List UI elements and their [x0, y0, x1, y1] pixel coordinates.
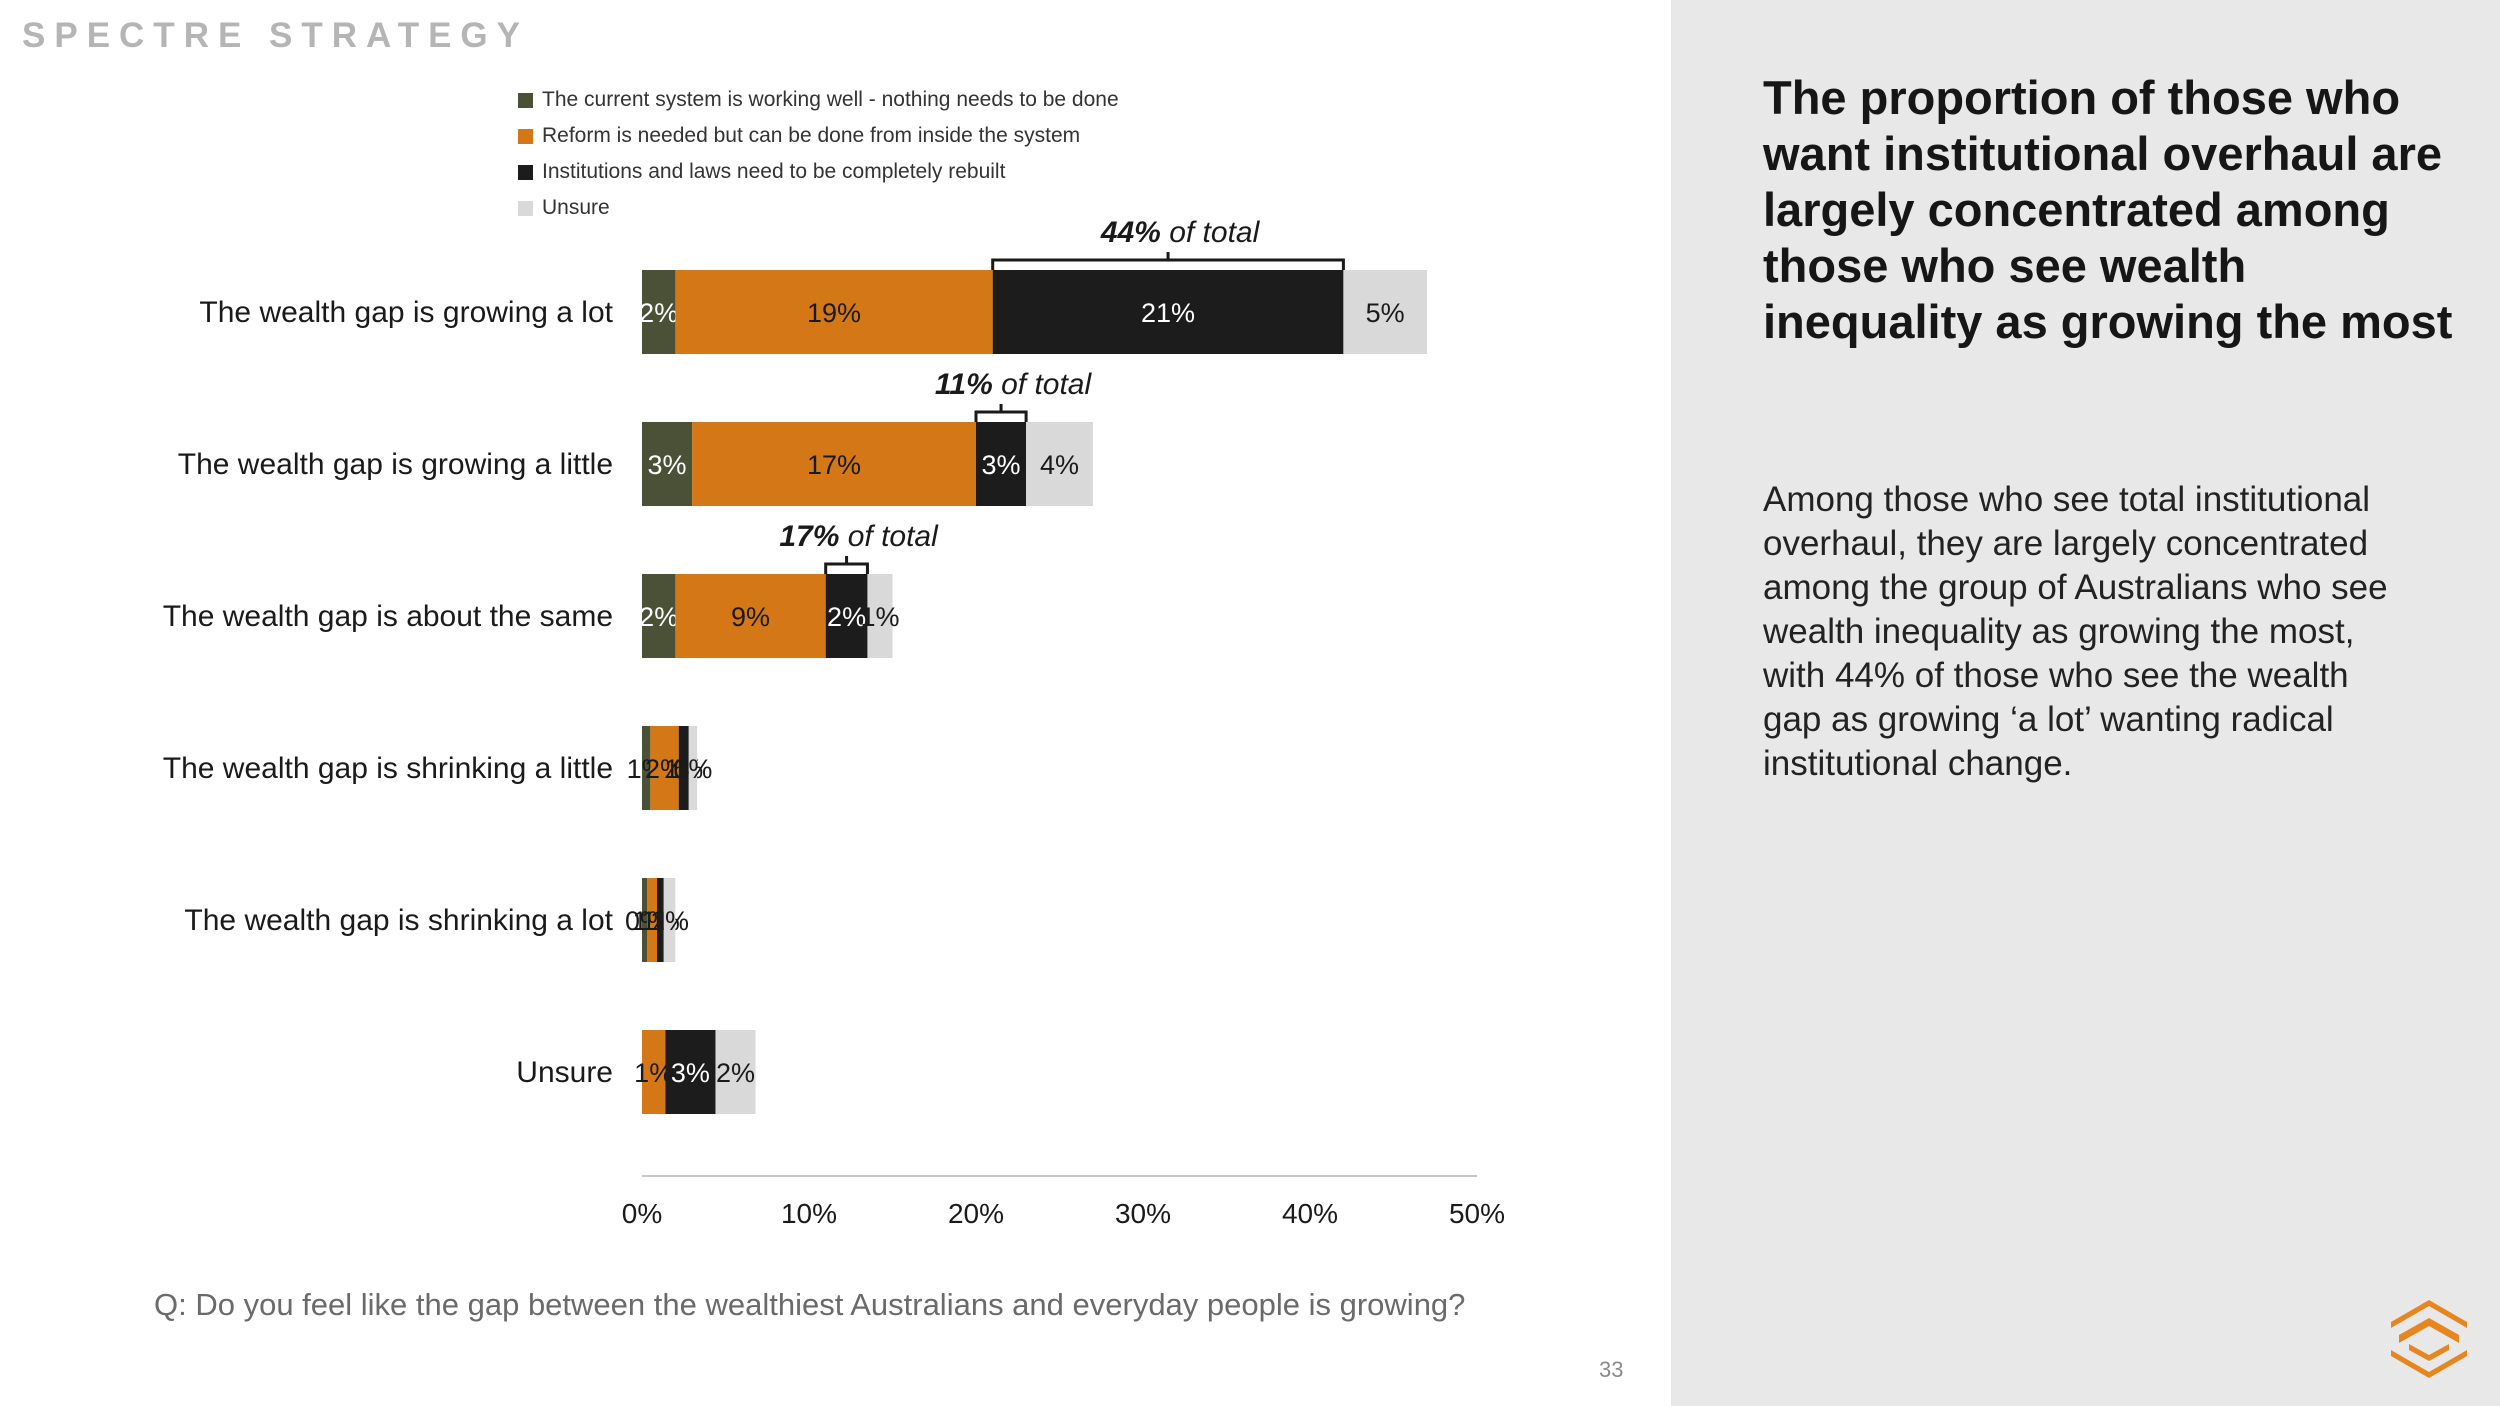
category-label: The wealth gap is growing a little: [178, 448, 613, 481]
insight-panel: The proportion of those who want institu…: [1671, 0, 2500, 1406]
bar-segment: [675, 574, 826, 658]
legend-label: Unsure: [542, 196, 610, 219]
data-label: 17%: [807, 450, 861, 480]
brand-wordmark: SPECTRE STRATEGY: [22, 16, 530, 55]
category-label: The wealth gap is growing a lot: [199, 296, 613, 329]
legend-swatch: [518, 200, 533, 216]
annotation-bracket: [824, 556, 869, 574]
data-label: 2%: [639, 602, 678, 632]
data-label: 21%: [1141, 298, 1195, 328]
bar-segment: [650, 726, 679, 810]
legend-item: Institutions and laws need to be complet…: [518, 154, 1119, 190]
bar-segment: [663, 878, 676, 962]
data-label: 2%: [645, 754, 684, 784]
data-label: 2%: [716, 1058, 755, 1088]
legend-item: The current system is working well - not…: [518, 82, 1119, 118]
annotation-label: 11% of total: [935, 368, 1093, 401]
bar-segment: [675, 270, 993, 354]
data-label: 2%: [827, 602, 866, 632]
bar-segment: [642, 270, 676, 354]
survey-question: Q: Do you feel like the gap between the …: [154, 1287, 1466, 1322]
bar-segment: [1343, 270, 1427, 354]
category-label: The wealth gap is shrinking a lot: [184, 904, 613, 937]
bar-segment: [992, 270, 1344, 354]
legend-label: The current system is working well - not…: [542, 88, 1119, 111]
spectre-logo-icon: [2391, 1300, 2467, 1378]
bar-segment: [1026, 422, 1093, 506]
bar-segment: [678, 726, 689, 810]
bar-segment: [688, 726, 698, 810]
legend-swatch: [518, 92, 533, 108]
data-label: 5%: [1366, 298, 1405, 328]
insight-headline: The proportion of those who want institu…: [1763, 71, 2453, 348]
data-label: 2%: [639, 298, 678, 328]
bar-segment: [867, 574, 893, 658]
data-label: 1%: [860, 602, 899, 632]
annotation-bracket: [991, 252, 1345, 270]
data-label: 3%: [982, 450, 1021, 480]
x-tick-label: 50%: [1449, 1198, 1505, 1229]
category-label: The wealth gap is about the same: [163, 600, 613, 633]
bar-segment: [642, 1030, 666, 1114]
page-number: 33: [1599, 1357, 1624, 1382]
bar-segment: [642, 726, 651, 810]
category-label: Unsure: [516, 1056, 613, 1089]
annotation-bracket: [974, 404, 1028, 422]
data-label: 1%: [650, 906, 689, 936]
data-label: 9%: [731, 602, 770, 632]
annotation-label: 44% of total: [1100, 216, 1261, 249]
annotation-label: 17% of total: [779, 520, 939, 553]
data-label: 0%: [673, 754, 712, 784]
bar-segment: [976, 422, 1027, 506]
bar-segment: [642, 878, 648, 962]
x-tick-label: 0%: [622, 1198, 662, 1229]
bar-segment: [642, 422, 693, 506]
bar-segment: [665, 1030, 716, 1114]
category-label: The wealth gap is shrinking a little: [163, 752, 613, 785]
bar-segment: [692, 422, 976, 506]
legend-item: Unsure: [518, 190, 1119, 226]
bar-segment: [825, 574, 868, 658]
data-label: 3%: [671, 1058, 710, 1088]
chart-legend: The current system is working well - not…: [518, 82, 1119, 226]
bar-segment: [647, 878, 658, 962]
legend-swatch: [518, 164, 533, 180]
x-tick-label: 30%: [1115, 1198, 1171, 1229]
legend-label: Institutions and laws need to be complet…: [542, 160, 1006, 183]
x-tick-label: 10%: [781, 1198, 837, 1229]
bar-segment: [657, 878, 664, 962]
bar-segment: [642, 574, 676, 658]
x-tick-label: 40%: [1282, 1198, 1338, 1229]
insight-body: Among those who see total institutional …: [1763, 480, 2388, 783]
legend-label: Reform is needed but can be done from in…: [542, 124, 1081, 147]
legend-swatch: [518, 128, 533, 144]
x-tick-label: 20%: [948, 1198, 1004, 1229]
bar-segment: [715, 1030, 756, 1114]
stacked-bar-chart: 0% 10% 20% 30% 40% 50% The wealth gap is growi…: [163, 216, 1505, 1229]
data-label: 4%: [1040, 450, 1079, 480]
legend-item: Reform is needed but can be done from in…: [518, 118, 1119, 154]
data-label: 19%: [807, 298, 861, 328]
data-label: 3%: [648, 450, 687, 480]
